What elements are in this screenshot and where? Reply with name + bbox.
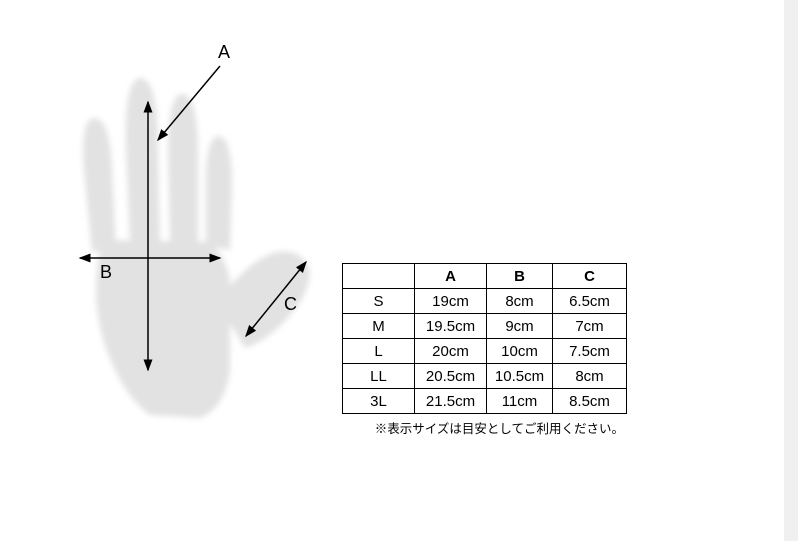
hand-diagram bbox=[50, 40, 330, 440]
table-row: 3L 21.5cm 11cm 8.5cm bbox=[343, 389, 627, 414]
size-table: A B C S 19cm 8cm 6.5cm M 19.5cm 9cm 7cm … bbox=[342, 263, 627, 414]
diagram-label-A: A bbox=[218, 42, 230, 63]
cell-size: M bbox=[343, 314, 415, 339]
cell-A: 20cm bbox=[415, 339, 487, 364]
cell-A: 21.5cm bbox=[415, 389, 487, 414]
cell-C: 7cm bbox=[553, 314, 627, 339]
cell-C: 8.5cm bbox=[553, 389, 627, 414]
table-row: M 19.5cm 9cm 7cm bbox=[343, 314, 627, 339]
cell-size: 3L bbox=[343, 389, 415, 414]
header-B: B bbox=[487, 264, 553, 289]
cell-size: S bbox=[343, 289, 415, 314]
right-vertical-bar bbox=[784, 0, 798, 541]
hand-silhouette bbox=[83, 78, 309, 418]
diagram-label-C: C bbox=[284, 294, 297, 315]
cell-C: 6.5cm bbox=[553, 289, 627, 314]
cell-A: 20.5cm bbox=[415, 364, 487, 389]
cell-size: L bbox=[343, 339, 415, 364]
cell-B: 10.5cm bbox=[487, 364, 553, 389]
cell-A: 19cm bbox=[415, 289, 487, 314]
cell-B: 10cm bbox=[487, 339, 553, 364]
cell-C: 8cm bbox=[553, 364, 627, 389]
cell-C: 7.5cm bbox=[553, 339, 627, 364]
header-blank bbox=[343, 264, 415, 289]
cell-A: 19.5cm bbox=[415, 314, 487, 339]
hand-svg bbox=[50, 40, 330, 440]
table-row: LL 20.5cm 10.5cm 8cm bbox=[343, 364, 627, 389]
diagram-label-B: B bbox=[100, 262, 112, 283]
table-header-row: A B C bbox=[343, 264, 627, 289]
table-row: L 20cm 10cm 7.5cm bbox=[343, 339, 627, 364]
size-note: ※表示サイズは目安としてご利用ください。 bbox=[342, 418, 626, 437]
header-C: C bbox=[553, 264, 627, 289]
cell-size: LL bbox=[343, 364, 415, 389]
header-A: A bbox=[415, 264, 487, 289]
table-row: S 19cm 8cm 6.5cm bbox=[343, 289, 627, 314]
size-table-area: A B C S 19cm 8cm 6.5cm M 19.5cm 9cm 7cm … bbox=[342, 263, 627, 437]
cell-B: 11cm bbox=[487, 389, 553, 414]
cell-B: 9cm bbox=[487, 314, 553, 339]
cell-B: 8cm bbox=[487, 289, 553, 314]
